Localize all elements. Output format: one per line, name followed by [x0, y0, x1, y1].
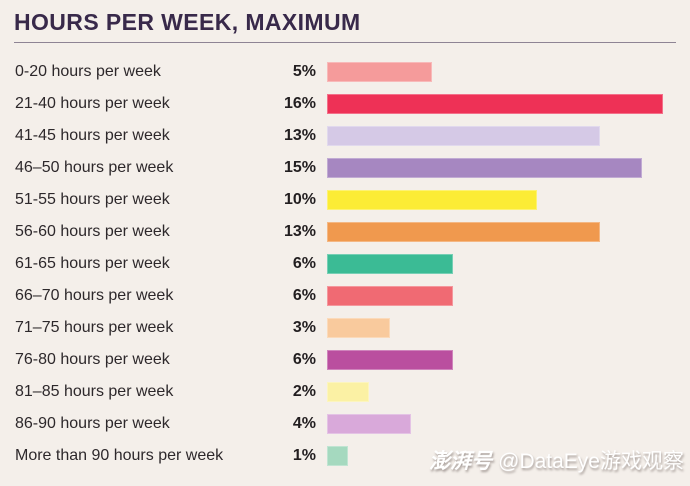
watermark: 澎湃号 @DataEye游戏观察 — [429, 445, 684, 475]
value-label: 13% — [283, 127, 316, 144]
value-label: 1% — [292, 447, 316, 464]
chart-row: 66–70 hours per week 6% — [0, 280, 690, 312]
bar — [327, 286, 453, 306]
value-label: 10% — [283, 191, 316, 208]
value-label: 6% — [292, 255, 316, 272]
chart-row: 51-55 hours per week 10% — [0, 184, 690, 216]
chart-title: HOURS PER WEEK, MAXIMUM — [14, 9, 361, 35]
value-label: 2% — [292, 383, 316, 400]
category-label: 86-90 hours per week — [15, 415, 170, 432]
bar — [327, 318, 390, 338]
chart-row: More than 90 hours per week 1% — [0, 440, 690, 472]
watermark-platform: 澎湃号 — [429, 450, 493, 473]
bar-chart: 0-20 hours per week 5% 21-40 hours per w… — [0, 56, 690, 472]
value-label: 16% — [283, 95, 316, 112]
category-label: 66–70 hours per week — [15, 287, 174, 304]
value-label: 6% — [292, 287, 316, 304]
category-label: 56-60 hours per week — [15, 223, 170, 240]
category-label: 46–50 hours per week — [15, 159, 174, 176]
bar — [327, 126, 600, 146]
category-label: 21-40 hours per week — [15, 95, 170, 112]
bar — [327, 190, 537, 210]
bar — [327, 446, 348, 466]
category-label: 41-45 hours per week — [15, 127, 170, 144]
bar — [327, 414, 411, 434]
category-label: 81–85 hours per week — [15, 383, 174, 400]
chart-row: 71–75 hours per week 3% — [0, 312, 690, 344]
value-label: 13% — [283, 223, 316, 240]
category-label: 76-80 hours per week — [15, 351, 170, 368]
value-label: 6% — [292, 351, 316, 368]
chart-row: 86-90 hours per week 4% — [0, 408, 690, 440]
chart-row: 61-65 hours per week 6% — [0, 248, 690, 280]
chart-row: 76-80 hours per week 6% — [0, 344, 690, 376]
category-label: 51-55 hours per week — [15, 191, 170, 208]
category-label: 71–75 hours per week — [15, 319, 174, 336]
bar — [327, 382, 369, 402]
chart-row: 21-40 hours per week 16% — [0, 88, 690, 120]
watermark-account: @DataEye游戏观察 — [498, 450, 684, 473]
value-label: 5% — [292, 63, 316, 80]
chart-row: 56-60 hours per week 13% — [0, 216, 690, 248]
bar — [327, 158, 642, 178]
chart-row: 81–85 hours per week 2% — [0, 376, 690, 408]
category-label: 0-20 hours per week — [15, 63, 161, 80]
bar — [327, 350, 453, 370]
category-label: More than 90 hours per week — [15, 447, 224, 464]
chart-row: 46–50 hours per week 15% — [0, 152, 690, 184]
value-label: 4% — [292, 415, 316, 432]
category-label: 61-65 hours per week — [15, 255, 170, 272]
bar — [327, 254, 453, 274]
chart-row: 0-20 hours per week 5% — [0, 56, 690, 88]
title-underline — [14, 42, 676, 43]
bar — [327, 62, 432, 82]
chart-row: 41-45 hours per week 13% — [0, 120, 690, 152]
value-label: 15% — [283, 159, 316, 176]
bar — [327, 222, 600, 242]
value-label: 3% — [292, 319, 316, 336]
bar — [327, 94, 663, 114]
